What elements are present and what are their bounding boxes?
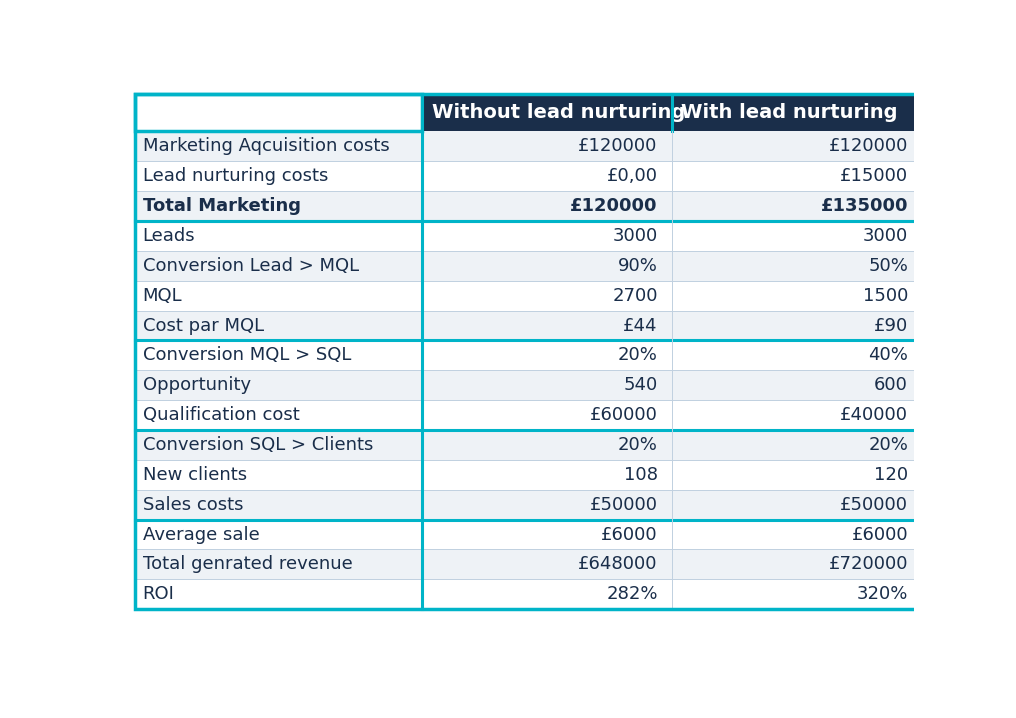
Text: £50000: £50000	[589, 495, 657, 513]
Text: 3000: 3000	[863, 227, 908, 245]
Text: 1500: 1500	[863, 286, 908, 304]
Text: £90: £90	[874, 317, 908, 335]
Text: Sales costs: Sales costs	[142, 495, 243, 513]
Text: Average sale: Average sale	[142, 526, 259, 544]
Text: £135000: £135000	[821, 197, 908, 215]
Text: 600: 600	[874, 376, 908, 394]
Bar	[135, 520, 923, 549]
Text: 540: 540	[624, 376, 657, 394]
Text: £6000: £6000	[601, 526, 657, 544]
Bar	[135, 400, 923, 430]
Text: Total genrated revenue: Total genrated revenue	[142, 556, 353, 574]
Text: £40000: £40000	[840, 406, 908, 424]
Text: ROI: ROI	[142, 585, 175, 603]
Text: 20%: 20%	[618, 346, 657, 365]
Text: £0,00: £0,00	[607, 167, 657, 185]
Bar	[135, 549, 923, 579]
Text: Without lead nurturing: Without lead nurturing	[432, 103, 685, 123]
Text: 120: 120	[874, 466, 908, 484]
Bar	[135, 191, 923, 221]
Bar	[135, 370, 923, 400]
Bar	[135, 490, 923, 520]
Text: Marketing Aqcuisition costs: Marketing Aqcuisition costs	[142, 137, 389, 155]
Text: 320%: 320%	[856, 585, 908, 603]
Text: £44: £44	[623, 317, 657, 335]
Bar	[423, 95, 923, 131]
Bar	[135, 251, 923, 281]
Text: £120000: £120000	[829, 137, 908, 155]
Text: £50000: £50000	[840, 495, 908, 513]
Text: 282%: 282%	[607, 585, 657, 603]
Bar	[135, 162, 923, 191]
Text: 40%: 40%	[869, 346, 908, 365]
Bar	[135, 579, 923, 609]
Text: 20%: 20%	[869, 436, 908, 454]
Text: £6000: £6000	[851, 526, 908, 544]
Text: £60000: £60000	[590, 406, 657, 424]
Text: 50%: 50%	[869, 257, 908, 275]
Text: £120000: £120000	[570, 197, 657, 215]
Text: £120000: £120000	[578, 137, 657, 155]
Text: Opportunity: Opportunity	[142, 376, 251, 394]
Text: Qualification cost: Qualification cost	[142, 406, 300, 424]
Bar	[135, 95, 423, 131]
Text: Leads: Leads	[142, 227, 195, 245]
Text: MQL: MQL	[142, 286, 183, 304]
Text: Cost par MQL: Cost par MQL	[142, 317, 264, 335]
Text: 2700: 2700	[613, 286, 657, 304]
Bar	[135, 131, 923, 162]
Text: 3000: 3000	[613, 227, 657, 245]
Bar	[135, 311, 923, 340]
Bar	[135, 460, 923, 490]
Text: Lead nurturing costs: Lead nurturing costs	[142, 167, 328, 185]
Text: 108: 108	[624, 466, 657, 484]
Text: £720000: £720000	[829, 556, 908, 574]
Bar	[135, 221, 923, 251]
Text: £648000: £648000	[578, 556, 657, 574]
Text: Conversion SQL > Clients: Conversion SQL > Clients	[142, 436, 373, 454]
Bar	[135, 340, 923, 370]
Text: Conversion MQL > SQL: Conversion MQL > SQL	[142, 346, 352, 365]
Bar	[135, 281, 923, 311]
Text: 20%: 20%	[618, 436, 657, 454]
Text: With lead nurturing: With lead nurturing	[682, 103, 898, 123]
Text: £15000: £15000	[840, 167, 908, 185]
Bar	[135, 430, 923, 460]
Text: Conversion Lead > MQL: Conversion Lead > MQL	[142, 257, 359, 275]
Text: New clients: New clients	[142, 466, 247, 484]
Text: Total Marketing: Total Marketing	[142, 197, 301, 215]
Text: 90%: 90%	[618, 257, 657, 275]
